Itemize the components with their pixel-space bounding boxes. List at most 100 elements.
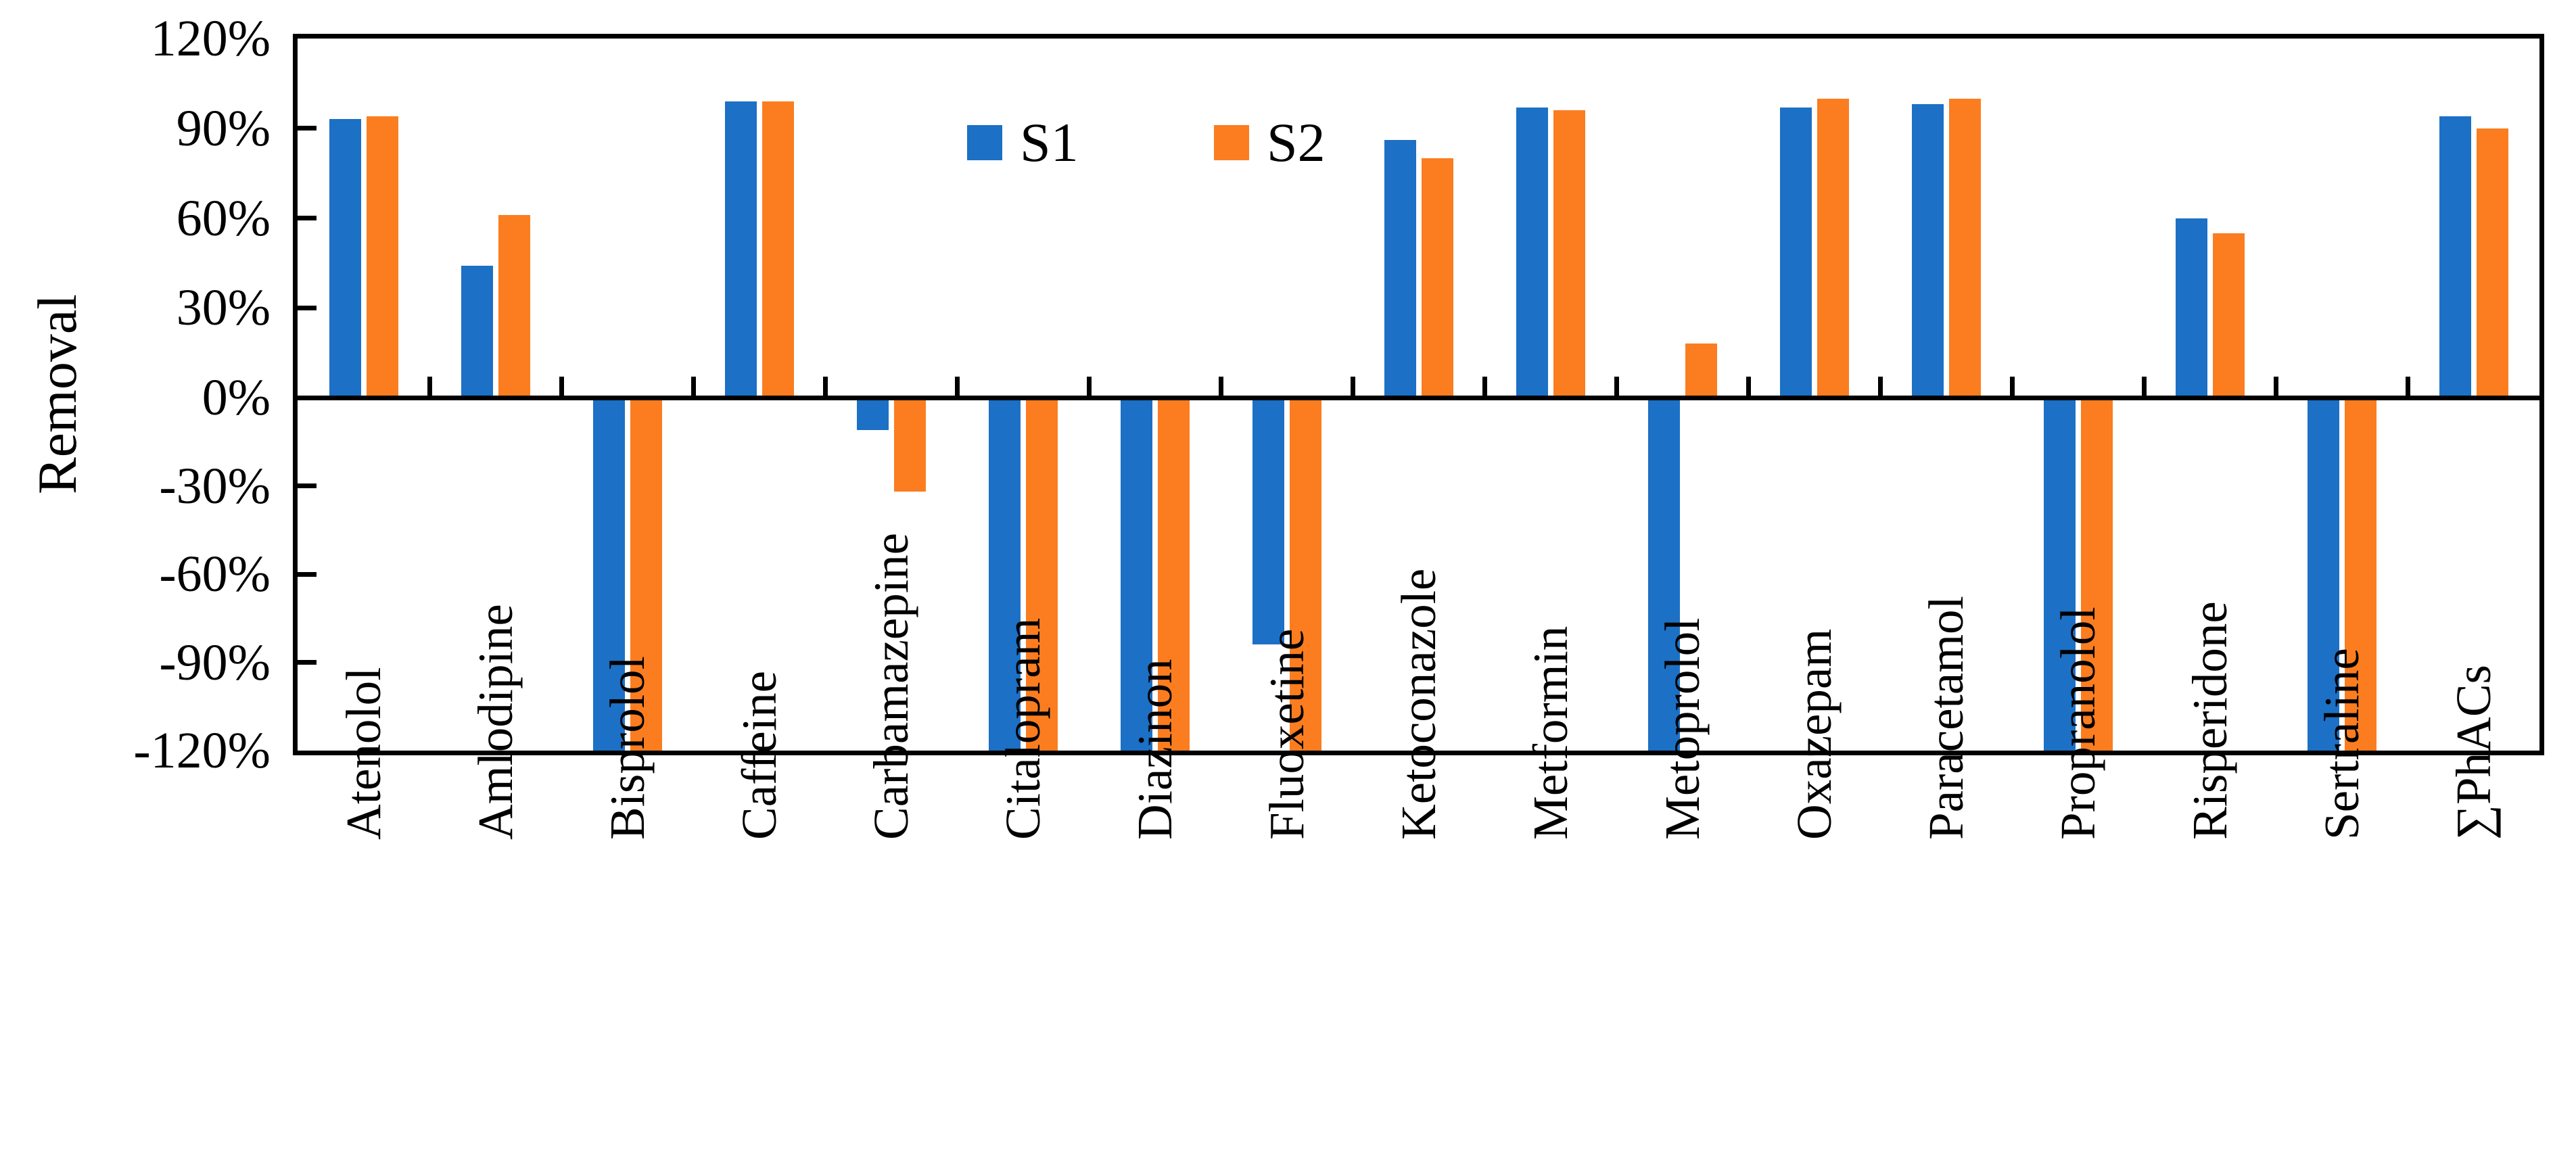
x-category-label-text: Diazinon [1127, 659, 1182, 840]
x-axis-tick [1746, 376, 1751, 396]
bar-s2-Atenolol [366, 116, 398, 398]
x-axis-tick [2273, 376, 2278, 396]
x-category-label-Citalopram: Citalopram [991, 617, 1056, 840]
y-tick-label--60%: -60% [159, 546, 271, 602]
x-axis-tick [822, 376, 828, 396]
x-axis-tick [690, 376, 696, 396]
x-category-label-Atenolol: Atenolol [331, 667, 396, 840]
y-tick-label--90%: -90% [159, 634, 271, 691]
legend-label-s1: S1 [1020, 112, 1079, 173]
x-category-label-text: Metoprolol [1654, 617, 1710, 840]
x-axis-tick [1086, 376, 1092, 396]
y-axis-tick-30 [298, 305, 317, 310]
x-category-label-Caffeine: Caffeine [727, 671, 792, 840]
y-axis-tick--60 [298, 571, 317, 577]
x-category-label-Amlodipine: Amlodipine [463, 604, 528, 840]
x-category-label-Metformin: Metformin [1518, 625, 1583, 840]
x-axis-tick [2405, 376, 2410, 396]
x-category-label-Propranolol: Propranolol [2046, 607, 2111, 840]
x-axis-tick [1614, 376, 1619, 396]
bar-s2-Oxazepam [1817, 98, 1849, 398]
x-category-label-Diazinon: Diazinon [1123, 659, 1188, 840]
y-tick-label--120%: -120% [133, 722, 271, 779]
x-category-label-text: Risperidone [2182, 601, 2237, 840]
x-category-label-Fluoxetine: Fluoxetine [1255, 628, 1319, 840]
bar-s1-Caffeine [724, 101, 757, 398]
legend-swatch-s2 [1214, 125, 1249, 160]
x-category-label-text: Ketoconazole [1390, 568, 1446, 840]
y-axis-tick--90 [298, 660, 317, 665]
x-category-label-text: ∑PhACs [2445, 665, 2501, 840]
bar-s2-Citalopram [1025, 398, 1058, 751]
bar-s2-Propranolol [2080, 398, 2113, 751]
bar-s1-Citalopram [988, 398, 1021, 751]
y-tick-label-120%: 120% [150, 10, 271, 67]
y-axis-tick-90 [298, 126, 317, 131]
bar-s1-Propranolol [2043, 398, 2076, 751]
bar-s1-∑PhACs [2439, 116, 2471, 398]
y-tick-label-90%: 90% [176, 99, 271, 157]
bar-s1-Oxazepam [1779, 107, 1812, 398]
bar-s1-Metoprolol [1647, 398, 1680, 751]
x-category-label-Paracetamol: Paracetamol [1914, 596, 1979, 840]
x-axis-tick [427, 376, 432, 396]
bar-s2-Bisprolol [630, 398, 662, 751]
bar-s1-Atenolol [329, 119, 361, 398]
legend-entry-s2: S2 [1214, 114, 1326, 172]
x-axis-tick [1350, 376, 1355, 396]
x-category-label-Carbamazepine: Carbamazepine [859, 533, 924, 840]
bar-s1-Fluoxetine [1252, 398, 1284, 645]
x-category-label-text: Metformin [1522, 625, 1578, 840]
x-category-label-Metoprolol: Metoprolol [1650, 617, 1715, 840]
bar-s2-Carbamazepine [893, 398, 926, 492]
y-axis-tick--30 [298, 483, 317, 488]
x-category-label-text: Citalopram [995, 617, 1050, 840]
x-axis-tick [1482, 376, 1487, 396]
x-category-label-Sertraline: Sertraline [2310, 648, 2374, 840]
x-category-label-Oxazepam: Oxazepam [1782, 628, 1847, 840]
x-category-label-text: Propranolol [2050, 607, 2105, 840]
x-category-label-text: Atenolol [335, 667, 391, 840]
x-category-label-text: Paracetamol [1918, 596, 1973, 840]
x-category-label-text: Bisprolol [599, 656, 655, 840]
x-category-label-Bisprolol: Bisprolol [595, 656, 660, 840]
x-axis-tick [2141, 376, 2147, 396]
bar-s1-Carbamazepine [856, 398, 889, 430]
legend-entry-s1: S1 [967, 114, 1079, 172]
x-axis-tick [1877, 376, 1883, 396]
legend-label-s2: S2 [1267, 112, 1326, 173]
x-category-label-text: Caffeine [731, 671, 787, 840]
x-category-label-text: Oxazepam [1786, 628, 1842, 840]
y-tick-label-0%: 0% [202, 369, 271, 426]
bar-s2-Fluoxetine [1289, 398, 1321, 751]
x-axis-tick [559, 376, 564, 396]
x-category-label-text: Fluoxetine [1259, 628, 1314, 840]
x-category-label-text: Amlodipine [467, 604, 523, 840]
bar-s2-Ketoconazole [1421, 158, 1453, 398]
bar-s1-Diazinon [1120, 398, 1152, 751]
bar-s2-Paracetamol [1948, 98, 1981, 398]
bar-s1-Metformin [1516, 107, 1548, 398]
bar-s2-Caffeine [762, 101, 794, 398]
bar-s2-Sertraline [2344, 398, 2376, 751]
plot-area [293, 34, 2544, 755]
y-tick-label-30%: 30% [176, 279, 271, 337]
x-category-label-Risperidone: Risperidone [2178, 601, 2243, 840]
x-axis-zero-line [293, 395, 2544, 400]
x-axis-tick [1218, 376, 1223, 396]
legend-swatch-s1 [967, 125, 1002, 160]
y-tick-label-60%: 60% [176, 189, 271, 247]
bar-s2-∑PhACs [2476, 128, 2508, 398]
x-category-label-text: Sertraline [2314, 648, 2369, 840]
y-tick-label--30%: -30% [159, 457, 271, 515]
bar-s1-Bisprolol [592, 398, 625, 751]
bar-s2-Risperidone [2212, 233, 2245, 398]
bar-s1-Sertraline [2307, 398, 2339, 751]
x-category-label-∑PhACs: ∑PhACs [2441, 665, 2506, 840]
x-axis-tick [954, 376, 960, 396]
bar-s1-Ketoconazole [1384, 140, 1416, 398]
bar-s1-Risperidone [2175, 218, 2207, 398]
bar-s1-Amlodipine [461, 266, 493, 398]
x-category-label-Ketoconazole: Ketoconazole [1386, 568, 1451, 840]
